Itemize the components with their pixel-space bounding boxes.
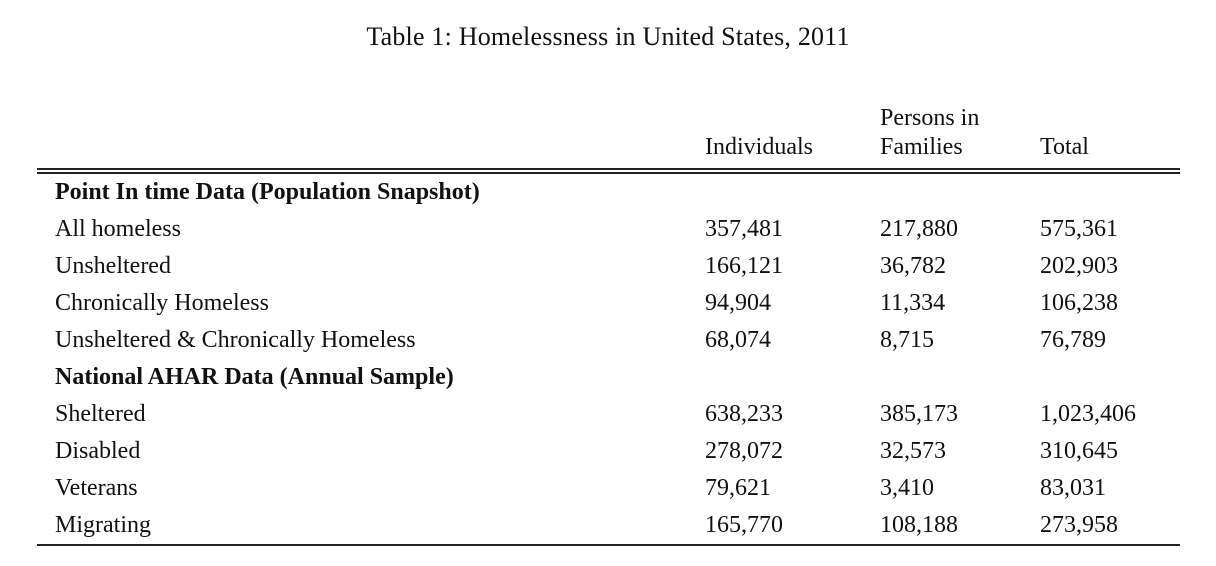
cell-families: 11,334 <box>880 290 946 316</box>
cell-individuals: 79,621 <box>705 475 771 501</box>
table-row: Unsheltered & Chronically Homeless 68,07… <box>37 322 1180 359</box>
section-header-row: Point In time Data (Population Snapshot) <box>37 171 1180 211</box>
cell-total: 1,023,406 <box>1040 401 1136 427</box>
table-row: Veterans 79,621 3,410 83,031 <box>37 470 1180 507</box>
col-header-total: Total <box>1040 86 1180 174</box>
row-label: Unsheltered & Chronically Homeless <box>55 327 416 353</box>
cell-families: 8,715 <box>880 327 934 353</box>
col-header-families: Persons in Families <box>880 86 1040 174</box>
cell-individuals: 357,481 <box>705 216 783 242</box>
table-caption: Table 1: Homelessness in United States, … <box>366 22 850 51</box>
cell-total: 76,789 <box>1040 327 1106 353</box>
cell-individuals: 68,074 <box>705 327 771 353</box>
table-row: Sheltered 638,233 385,173 1,023,406 <box>37 396 1180 433</box>
table-row: Chronically Homeless 94,904 11,334 106,2… <box>37 285 1180 322</box>
cell-individuals: 638,233 <box>705 401 783 427</box>
cell-families: 217,880 <box>880 216 958 242</box>
homelessness-table: Individuals Persons in Families Total Po… <box>37 86 1180 546</box>
row-label: Veterans <box>55 475 138 501</box>
cell-families: 385,173 <box>880 401 958 427</box>
row-label: Migrating <box>37 507 705 546</box>
col-header-individuals: Individuals <box>705 86 880 174</box>
col-header-empty <box>37 86 705 174</box>
header-row: Individuals Persons in Families Total <box>37 86 1180 174</box>
row-label: Unsheltered <box>55 253 171 279</box>
cell-individuals: 166,121 <box>705 253 783 279</box>
table-row: All homeless 357,481 217,880 575,361 <box>37 211 1180 248</box>
cell-total: 83,031 <box>1040 475 1106 501</box>
col-header-individuals-label: Individuals <box>705 134 813 160</box>
cell-families: 3,410 <box>880 475 934 501</box>
col-header-families-line2: Families <box>880 134 963 160</box>
row-label: Sheltered <box>55 401 146 427</box>
cell-total: 273,958 <box>1040 507 1180 546</box>
cell-individuals: 94,904 <box>705 290 771 316</box>
cell-total: 106,238 <box>1040 290 1118 316</box>
table-row: Disabled 278,072 32,573 310,645 <box>37 433 1180 470</box>
col-header-total-label: Total <box>1040 134 1089 160</box>
section-header: Point In time Data (Population Snapshot) <box>55 179 480 205</box>
section-header: National AHAR Data (Annual Sample) <box>55 364 454 390</box>
cell-total: 310,645 <box>1040 438 1118 464</box>
cell-families: 108,188 <box>880 507 1040 546</box>
table-row: Unsheltered 166,121 36,782 202,903 <box>37 248 1180 285</box>
cell-individuals: 278,072 <box>705 438 783 464</box>
row-label: Chronically Homeless <box>55 290 269 316</box>
cell-total: 575,361 <box>1040 216 1118 242</box>
col-header-families-line1: Persons in <box>880 105 980 131</box>
cell-total: 202,903 <box>1040 253 1118 279</box>
cell-individuals: 165,770 <box>705 507 880 546</box>
section-header-row: National AHAR Data (Annual Sample) <box>37 359 1180 396</box>
cell-families: 32,573 <box>880 438 946 464</box>
table-row: Migrating 165,770 108,188 273,958 <box>37 507 1180 546</box>
row-label: All homeless <box>55 216 181 242</box>
row-label: Disabled <box>55 438 141 464</box>
cell-families: 36,782 <box>880 253 946 279</box>
